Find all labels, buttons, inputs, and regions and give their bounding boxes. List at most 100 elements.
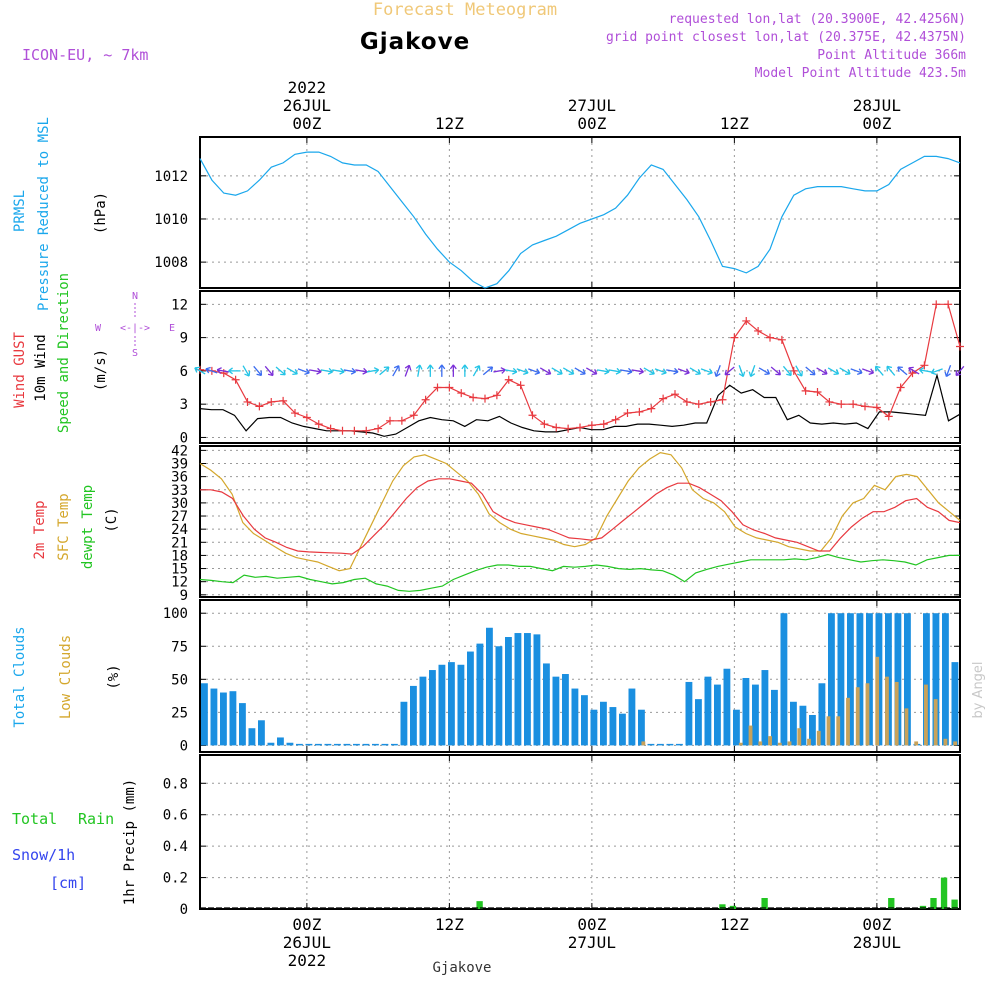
low-cloud-bar	[933, 699, 938, 746]
total-cloud-bar	[714, 684, 721, 746]
total-cloud-bar	[733, 709, 740, 746]
snow-label: Snow/1h	[12, 846, 75, 864]
wind-arrow	[366, 369, 379, 373]
total-cloud-bar	[837, 613, 845, 746]
wind-arrow-head	[695, 369, 701, 376]
wind-arrow	[205, 368, 218, 374]
y-tick-label: 18	[171, 548, 188, 564]
total-cloud-bar	[666, 743, 674, 746]
wind-arrow-head	[661, 368, 667, 375]
wind-arrow	[539, 367, 551, 375]
precip-mm-label: 1hr Precip (mm)	[122, 779, 138, 905]
gust-marker	[599, 420, 608, 429]
grid-lonlat: grid point closest lon,lat (20.375E, 42.…	[606, 30, 966, 45]
total-cloud-bar	[277, 737, 284, 746]
wind-arrow	[343, 369, 356, 373]
low-cloud-bar	[855, 687, 860, 746]
total-cloud-bar	[552, 676, 560, 746]
wind-arrow	[516, 368, 529, 374]
wind-arrow	[795, 365, 803, 377]
gust-marker	[944, 300, 953, 309]
wind-arrow	[700, 368, 713, 374]
precip-bar	[719, 904, 726, 909]
total-cloud-bar	[210, 688, 218, 746]
gust-marker	[861, 402, 869, 411]
gust-marker	[540, 420, 549, 429]
wind-arrow	[738, 365, 744, 377]
total-cloud-bar	[505, 637, 512, 746]
bottom-time-label: 2022	[288, 951, 327, 970]
gust-marker	[718, 395, 727, 404]
wind-arrow	[770, 366, 781, 376]
gust-marker	[492, 391, 501, 400]
y-tick-label: 30	[171, 496, 188, 512]
requested-lonlat: requested lon,lat (20.3900E, 42.4256N)	[669, 12, 966, 27]
gust-marker	[825, 397, 834, 406]
bottom-time-label: 00Z	[862, 915, 891, 934]
total-cloud-bar	[372, 743, 379, 746]
total-cloud-bar	[790, 701, 797, 746]
total-cloud-bar	[628, 688, 636, 746]
gust-marker	[255, 402, 264, 411]
wind-arrow-head	[316, 367, 322, 375]
gust-marker	[742, 316, 751, 325]
wind-arrow-head	[724, 369, 731, 376]
wind-arrow	[805, 366, 816, 376]
gust-marker	[777, 335, 786, 344]
sfc-temp-label: SFC Temp	[56, 493, 72, 560]
gust-marker	[884, 412, 893, 421]
total-cloud-bar	[904, 613, 911, 746]
low-cloud-bar	[865, 683, 870, 746]
gust-marker	[291, 409, 299, 418]
top-time-label: 00Z	[862, 114, 891, 133]
total-cloud-bar	[334, 743, 341, 746]
low-cloud-bar	[807, 738, 811, 746]
wind-arrow	[597, 369, 610, 373]
total-cloud-bar	[828, 613, 835, 746]
total-cloud-bar	[894, 613, 902, 746]
gust-marker	[766, 333, 774, 342]
wind-arrow	[217, 369, 230, 373]
wind-arrow-head	[809, 369, 816, 376]
low-cloud-bar	[953, 741, 958, 746]
y-tick-label: 12	[171, 575, 188, 591]
total-cloud-bar	[533, 634, 541, 746]
precip-frame	[199, 754, 961, 910]
total-cloud-bar	[780, 613, 788, 746]
total-cloud-bar	[590, 709, 598, 746]
y-tick-label: 27	[171, 509, 188, 525]
gust-marker	[671, 390, 679, 399]
wind-arrow-head	[327, 367, 334, 375]
low-clouds-label: Low Clouds	[58, 635, 74, 719]
wind-arrow-head	[373, 367, 380, 374]
bottom-time-label: 00Z	[577, 915, 606, 934]
gust-marker	[350, 426, 359, 435]
total-cloud-bar	[248, 728, 256, 746]
wind-arrow-head	[523, 368, 529, 375]
wind-arrow	[417, 364, 421, 377]
temp-2m-line	[200, 478, 961, 555]
wind-arrow	[320, 369, 333, 373]
y-tick-label: 33	[171, 483, 188, 499]
precip-bar	[951, 899, 958, 909]
total-cloud-bar	[476, 643, 484, 746]
top-time-label: 26JUL	[283, 96, 331, 115]
wind-arrow	[908, 367, 920, 375]
wind-arrow-head	[764, 369, 771, 376]
total-cloud-bar	[267, 742, 275, 746]
wind-arrow	[677, 368, 690, 374]
wind-arrow-head	[438, 364, 446, 370]
prmsl-label: PRMSL	[12, 190, 28, 232]
total-cloud-bar	[571, 688, 579, 746]
wind-arrow-head	[339, 367, 345, 375]
point-altitude: Point Altitude 366m	[817, 48, 966, 63]
precip-bar	[476, 901, 483, 909]
low-cloud-bar	[904, 708, 909, 746]
sfc-temp-line	[199, 451, 961, 572]
gust-marker	[956, 342, 964, 351]
wind-arrow	[897, 366, 908, 376]
low-cloud-bar	[641, 741, 646, 746]
gust-marker	[694, 400, 703, 409]
wind-arrow-head	[955, 370, 962, 377]
y-tick-label: 0.4	[163, 839, 188, 855]
